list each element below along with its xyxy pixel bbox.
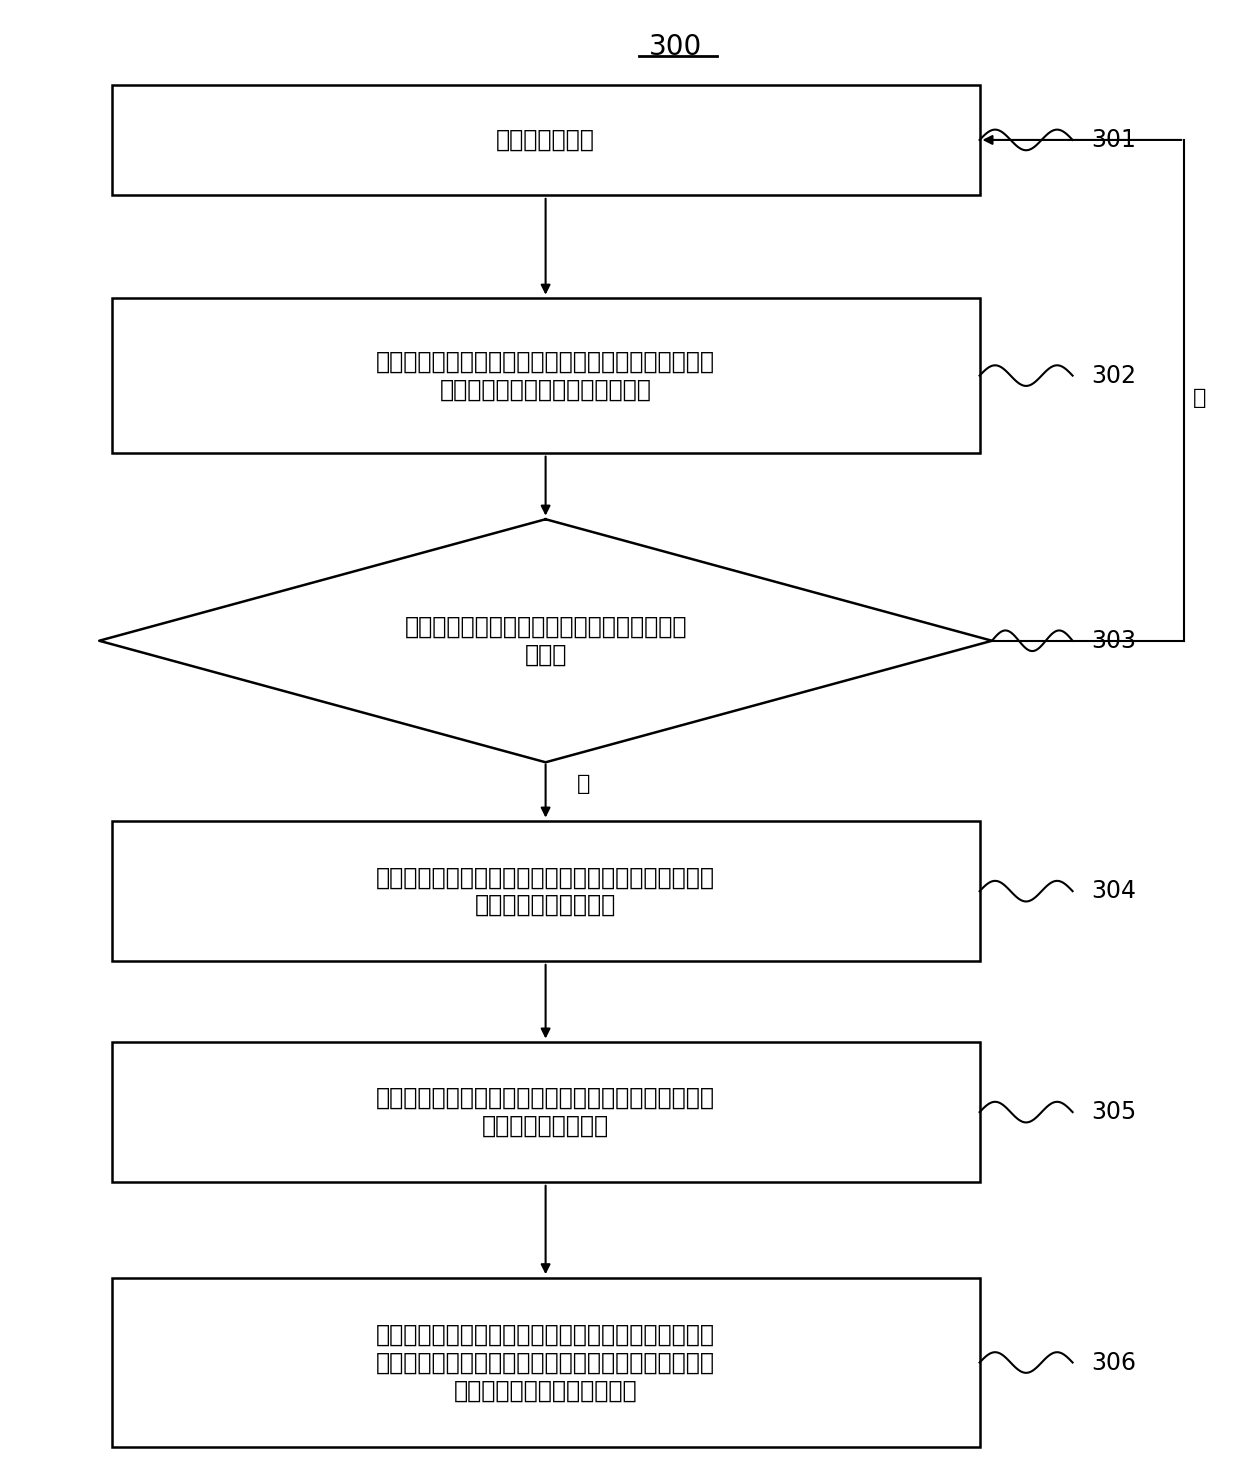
Text: 否: 否	[1193, 387, 1205, 408]
Bar	[112, 1043, 980, 1181]
Text: 响应于确定是，生成上述障碍物的图像将上述图像损失
值与预设阈值进行比较: 响应于确定是，生成上述障碍物的图像将上述图像损失 值与预设阈值进行比较	[376, 865, 715, 918]
Text: 302: 302	[1091, 364, 1136, 387]
Text: 300: 300	[650, 32, 702, 62]
Text: 306: 306	[1091, 1351, 1136, 1374]
Text: 305: 305	[1091, 1100, 1136, 1124]
Text: 对上述待检测图像进行障碍检测，确定是否有
障碍物: 对上述待检测图像进行障碍检测，确定是否有 障碍物	[404, 614, 687, 667]
Text: 303: 303	[1091, 629, 1136, 653]
Text: 301: 301	[1091, 128, 1136, 152]
Text: 获取待检测图像: 获取待检测图像	[496, 128, 595, 152]
Text: 将上述待检测图像输入至预先训练的车道线检测模型，
生成上述待检测图像的车道线图像: 将上述待检测图像输入至预先训练的车道线检测模型， 生成上述待检测图像的车道线图像	[376, 349, 715, 402]
Bar	[112, 298, 980, 454]
Bar	[112, 822, 980, 960]
Text: 304: 304	[1091, 879, 1136, 903]
Polygon shape	[99, 520, 992, 763]
Bar	[112, 84, 980, 194]
Text: 是: 是	[577, 773, 590, 794]
Text: 基于所得到的障碍物的图像和所得到的车道线图像，生
成有障碍车道线图像: 基于所得到的障碍物的图像和所得到的车道线图像，生 成有障碍车道线图像	[376, 1086, 715, 1139]
Text: 将上述有障碍车道线图像发送给终端设备，控制上述终
端设备对上述有障碍车道线图像进行显示，以及发出用
于表征有障碍物的提示语音。: 将上述有障碍车道线图像发送给终端设备，控制上述终 端设备对上述有障碍车道线图像进…	[376, 1323, 715, 1402]
Bar	[112, 1277, 980, 1446]
